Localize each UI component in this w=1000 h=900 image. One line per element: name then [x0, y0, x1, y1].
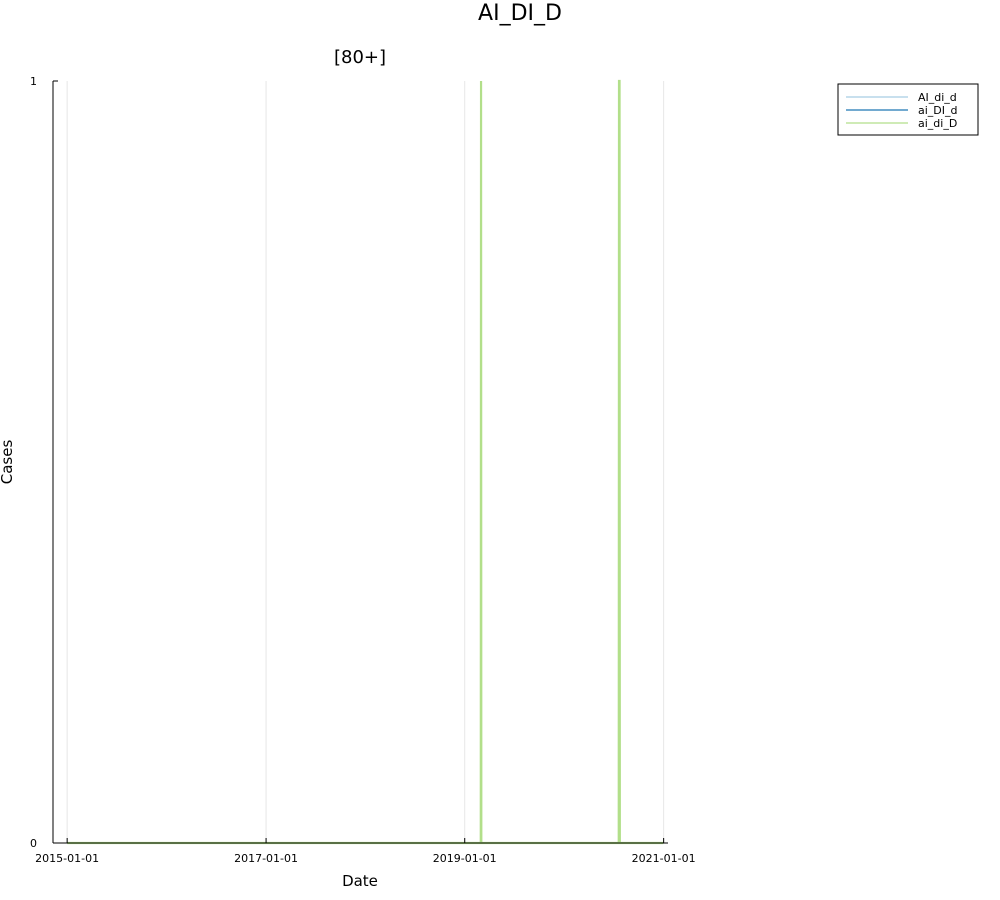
legend-label: AI_di_d	[918, 91, 957, 104]
grid-lines	[66, 81, 665, 843]
x-tick-label: 2015-01-01	[35, 852, 99, 865]
legend-label: ai_di_D	[918, 117, 957, 130]
x-tick-labels: 2015-01-01 2017-01-01 2019-01-01 2021-01-01	[35, 838, 696, 865]
chart-title: [80+]	[334, 47, 386, 68]
x-tick-label: 2017-01-01	[234, 852, 298, 865]
y-tick-label: 0	[30, 837, 37, 850]
x-tick-label: 2021-01-01	[632, 852, 696, 865]
y-tick-label: 1	[30, 75, 37, 88]
y-axis-label: Cases	[0, 440, 16, 485]
legend-label: ai_DI_d	[918, 104, 958, 117]
y-tick-labels: 01	[30, 75, 58, 850]
figure-suptitle: AI_DI_D	[478, 1, 562, 26]
legend: AI_di_dai_DI_dai_di_D	[837, 83, 979, 136]
x-axis-label: Date	[342, 872, 378, 890]
x-tick-label: 2019-01-01	[433, 852, 497, 865]
